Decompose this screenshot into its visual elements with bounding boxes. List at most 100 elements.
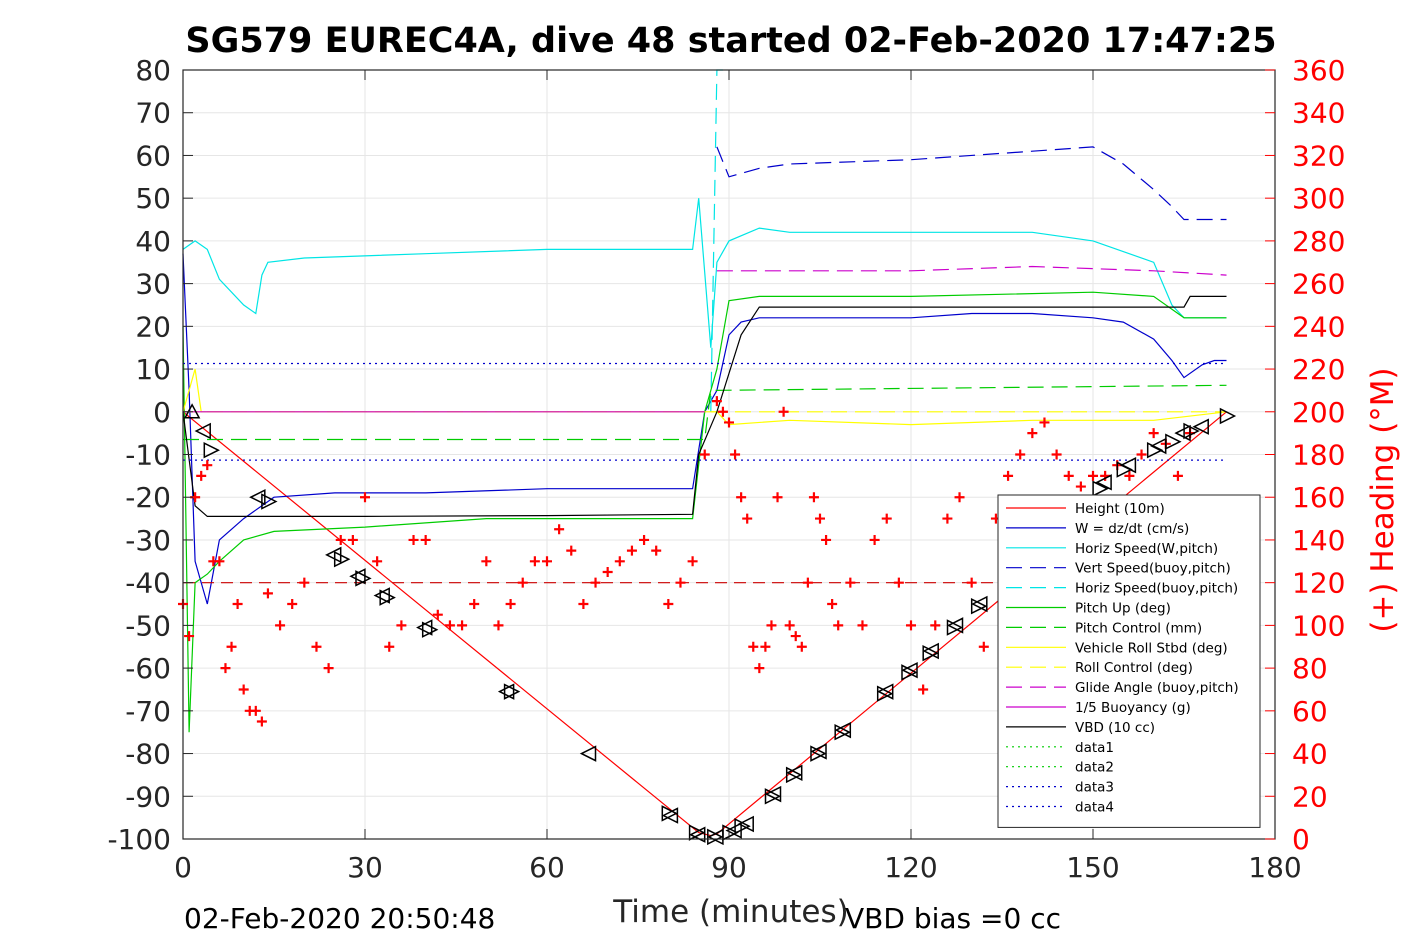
legend-label-12: data1 — [1075, 740, 1114, 756]
heading-point-10 — [238, 684, 249, 695]
heading-point-29 — [444, 620, 455, 631]
heading-point-74 — [869, 534, 880, 545]
x-tick-label-5: 150 — [1066, 851, 1119, 884]
heading-point-64 — [790, 631, 801, 642]
axis-ticks-layer — [182, 69, 1276, 840]
legend-label-13: data2 — [1075, 760, 1114, 776]
heading-point-21 — [347, 534, 358, 545]
heading-point-97 — [1148, 428, 1159, 439]
y2-tick-label-12: 120 — [1292, 567, 1345, 600]
depth-marker-28 — [785, 766, 803, 784]
depth-marker-18 — [688, 824, 706, 841]
heading-point-27 — [420, 534, 431, 545]
depth-marker-43 — [971, 595, 988, 613]
y2-tick-label-8: 200 — [1292, 396, 1345, 429]
y-tick-label-18: -100 — [107, 823, 171, 856]
legend-label-9: Glide Angle (buoy,pitch) — [1075, 680, 1239, 696]
depth-marker-32 — [834, 723, 851, 741]
heading-point-35 — [517, 577, 528, 588]
heading-point-67 — [808, 492, 819, 503]
heading-point-14 — [262, 588, 273, 599]
x-tick-label-1: 30 — [347, 851, 383, 884]
legend-label-7: Vehicle Roll Stbd (deg) — [1075, 640, 1228, 656]
legend-label-15: data4 — [1075, 800, 1114, 816]
y2-tick-label-13: 100 — [1292, 609, 1345, 642]
depth-marker-37 — [901, 661, 918, 679]
depth-marker-40 — [946, 619, 964, 636]
y2-tick-label-5: 260 — [1292, 268, 1345, 301]
heading-point-92 — [1088, 470, 1098, 481]
depth-marker-41 — [946, 617, 964, 634]
heading-point-32 — [481, 556, 492, 567]
footer-vbd-bias: VBD bias =0 cc — [845, 902, 1061, 935]
heading-point-69 — [821, 534, 832, 545]
y2-axis-label: (+) Heading (°M) — [1365, 367, 1401, 632]
y2-tick-label-18: 0 — [1292, 823, 1310, 856]
y-tick-label-6: 20 — [135, 310, 171, 343]
legend-label-14: data3 — [1075, 780, 1114, 796]
heading-point-54 — [730, 449, 741, 460]
depth-marker-27 — [764, 785, 782, 803]
depth-marker-3 — [249, 488, 266, 506]
heading-point-45 — [639, 534, 650, 545]
y2-tick-label-3: 300 — [1292, 182, 1345, 215]
heading-point-88 — [1039, 417, 1050, 428]
depth-marker-35 — [877, 683, 894, 700]
depth-marker-33 — [834, 721, 852, 739]
depth-marker-39 — [922, 642, 939, 660]
heading-point-55 — [736, 492, 747, 503]
heading-point-81 — [954, 492, 965, 503]
heading-point-20 — [335, 534, 346, 545]
depth-marker-34 — [876, 685, 894, 702]
depth-marker-52 — [1183, 422, 1200, 440]
y2-tick-label-6: 240 — [1292, 310, 1345, 343]
depth-marker-26 — [764, 788, 782, 805]
heading-points-layer — [178, 396, 1196, 727]
heading-point-76 — [893, 577, 904, 588]
heading-point-90 — [1063, 470, 1074, 481]
heading-point-99 — [1172, 470, 1183, 481]
depth-marker-51 — [1174, 424, 1191, 442]
y2-tick-labels: 3603403203002802602402202001801601401201… — [1292, 54, 1345, 856]
series-line-5 — [182, 291, 1227, 733]
heading-point-3 — [196, 470, 207, 481]
heading-point-12 — [250, 705, 261, 716]
y2-tick-label-0: 360 — [1292, 54, 1345, 87]
depth-marker-44 — [1092, 480, 1109, 497]
legend-label-6: Pitch Control (mm) — [1075, 620, 1202, 636]
heading-point-79 — [930, 620, 941, 631]
depth-marker-38 — [922, 644, 939, 662]
y-tick-label-0: 80 — [135, 54, 171, 87]
y2-tick-label-2: 320 — [1292, 139, 1345, 172]
depth-marker-2 — [203, 441, 220, 459]
heading-point-46 — [651, 545, 662, 556]
y2-tick-label-4: 280 — [1292, 225, 1345, 258]
y-tick-label-12: -40 — [125, 567, 171, 600]
heading-point-38 — [554, 524, 565, 535]
y-tick-label-2: 60 — [135, 139, 171, 172]
heading-point-7 — [220, 663, 231, 674]
heading-point-63 — [784, 620, 795, 631]
heading-point-50 — [699, 449, 710, 460]
footer-timestamp: 02-Feb-2020 20:50:48 — [184, 902, 495, 935]
heading-point-91 — [1075, 481, 1086, 492]
series-line-1 — [182, 253, 1227, 605]
heading-point-70 — [827, 599, 838, 610]
x-axis-label: Time (minutes) — [612, 894, 848, 930]
series-line-6 — [183, 384, 1227, 441]
chart-title: SG579 EUREC4A, dive 48 started 02-Feb-20… — [185, 21, 1276, 61]
y-tick-label-1: 70 — [135, 97, 171, 130]
heading-point-66 — [802, 577, 813, 588]
heading-point-78 — [918, 684, 929, 695]
heading-point-31 — [469, 599, 480, 610]
heading-point-1 — [184, 631, 195, 642]
legend-label-10: 1/5 Buoyancy (g) — [1075, 700, 1191, 716]
heading-point-85 — [1003, 470, 1014, 481]
heading-point-37 — [542, 556, 552, 567]
x-tick-label-0: 0 — [174, 851, 192, 884]
heading-point-15 — [275, 620, 286, 631]
depth-marker-1 — [194, 422, 211, 440]
heading-point-25 — [396, 620, 407, 631]
depth-marker-10 — [379, 589, 396, 606]
heading-point-23 — [372, 556, 383, 567]
